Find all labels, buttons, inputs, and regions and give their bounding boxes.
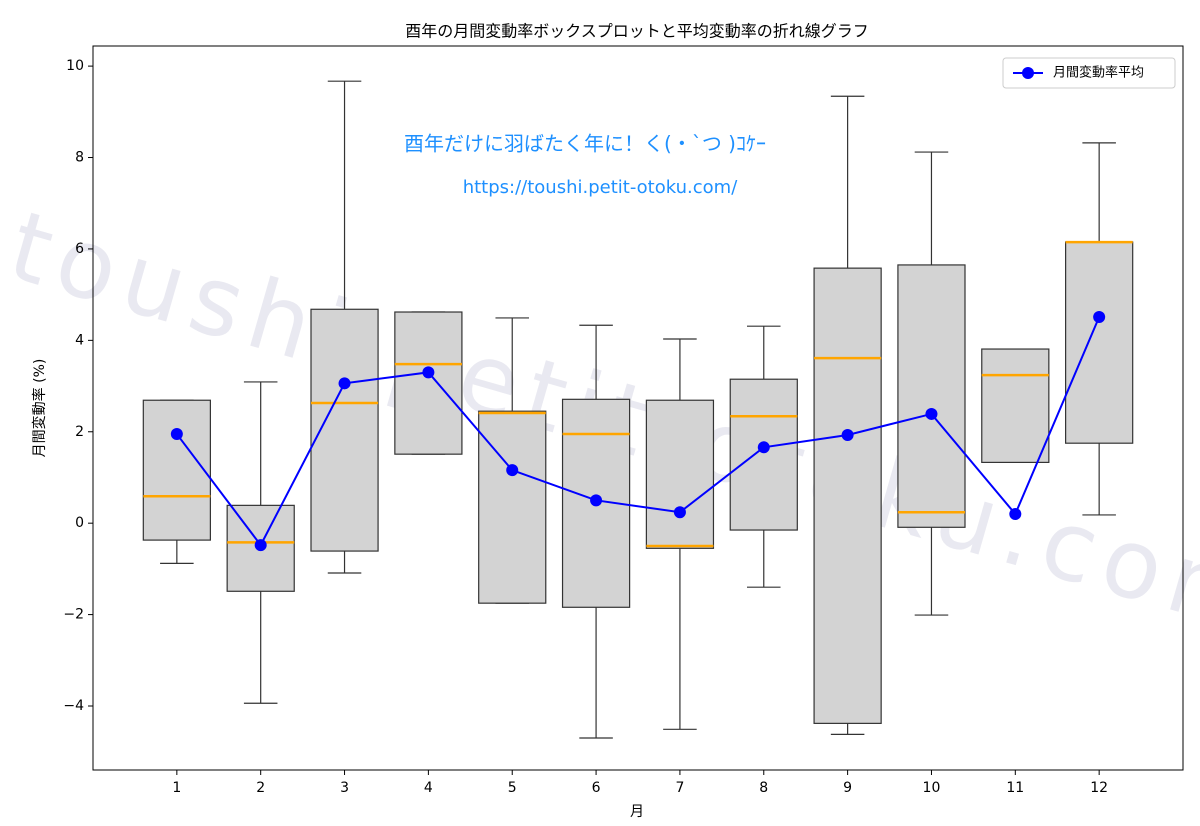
x-tick-label: 10 — [923, 780, 941, 796]
mean-point — [1093, 311, 1106, 324]
mean-point — [338, 377, 351, 390]
mean-point — [841, 428, 854, 441]
x-tick-label: 6 — [592, 780, 601, 796]
y-tick-label: 2 — [75, 424, 84, 440]
x-tick-label: 9 — [843, 780, 852, 796]
box — [981, 348, 1050, 463]
mean-point — [925, 407, 938, 420]
x-tick-label: 4 — [424, 780, 433, 796]
mean-point — [757, 441, 770, 454]
y-tick-label: −4 — [63, 698, 84, 714]
y-tick-label: 10 — [66, 58, 84, 74]
mean-point — [1009, 508, 1022, 521]
annotation: 酉年だけに羽ばたく年に！く(・`つ )ｺｹｰ — [404, 132, 766, 156]
legend-marker — [1022, 67, 1034, 79]
box — [897, 264, 966, 528]
box — [813, 267, 882, 724]
chart-title: 酉年の月間変動率ボックスプロットと平均変動率の折れ線グラフ — [405, 22, 869, 41]
y-tick-label: 0 — [75, 515, 84, 531]
box — [1065, 241, 1134, 444]
x-tick-label: 8 — [759, 780, 768, 796]
x-tick-label: 12 — [1090, 780, 1108, 796]
mean-point — [590, 494, 603, 507]
x-tick-label: 11 — [1006, 780, 1024, 796]
x-axis-label: 月 — [630, 804, 644, 820]
box — [645, 399, 715, 549]
legend-box — [1002, 57, 1176, 89]
y-axis-label: 月間変動率 (%) — [31, 359, 48, 458]
box — [310, 308, 379, 552]
x-tick-label: 1 — [172, 780, 181, 796]
box — [394, 311, 463, 455]
legend-label: 月間変動率平均 — [1053, 65, 1144, 81]
mean-point — [254, 539, 267, 552]
mean-point — [673, 506, 686, 519]
y-tick-label: −2 — [63, 607, 84, 623]
y-tick-label: 6 — [75, 241, 84, 257]
mean-line — [176, 316, 1101, 547]
box — [478, 410, 547, 604]
x-tick-label: 2 — [256, 780, 265, 796]
x-tick-label: 3 — [340, 780, 349, 796]
x-tick-label: 7 — [675, 780, 684, 796]
plot-frame — [92, 45, 1184, 771]
y-tick-label: 4 — [75, 332, 84, 348]
box — [729, 378, 798, 531]
mean-point — [422, 366, 435, 379]
box — [142, 399, 211, 541]
y-tick-label: 8 — [75, 150, 84, 166]
annotation: https://toushi.petit-otoku.com/ — [463, 177, 738, 198]
mean-point — [170, 428, 183, 441]
x-tick-label: 5 — [508, 780, 517, 796]
mean-point — [506, 464, 519, 477]
